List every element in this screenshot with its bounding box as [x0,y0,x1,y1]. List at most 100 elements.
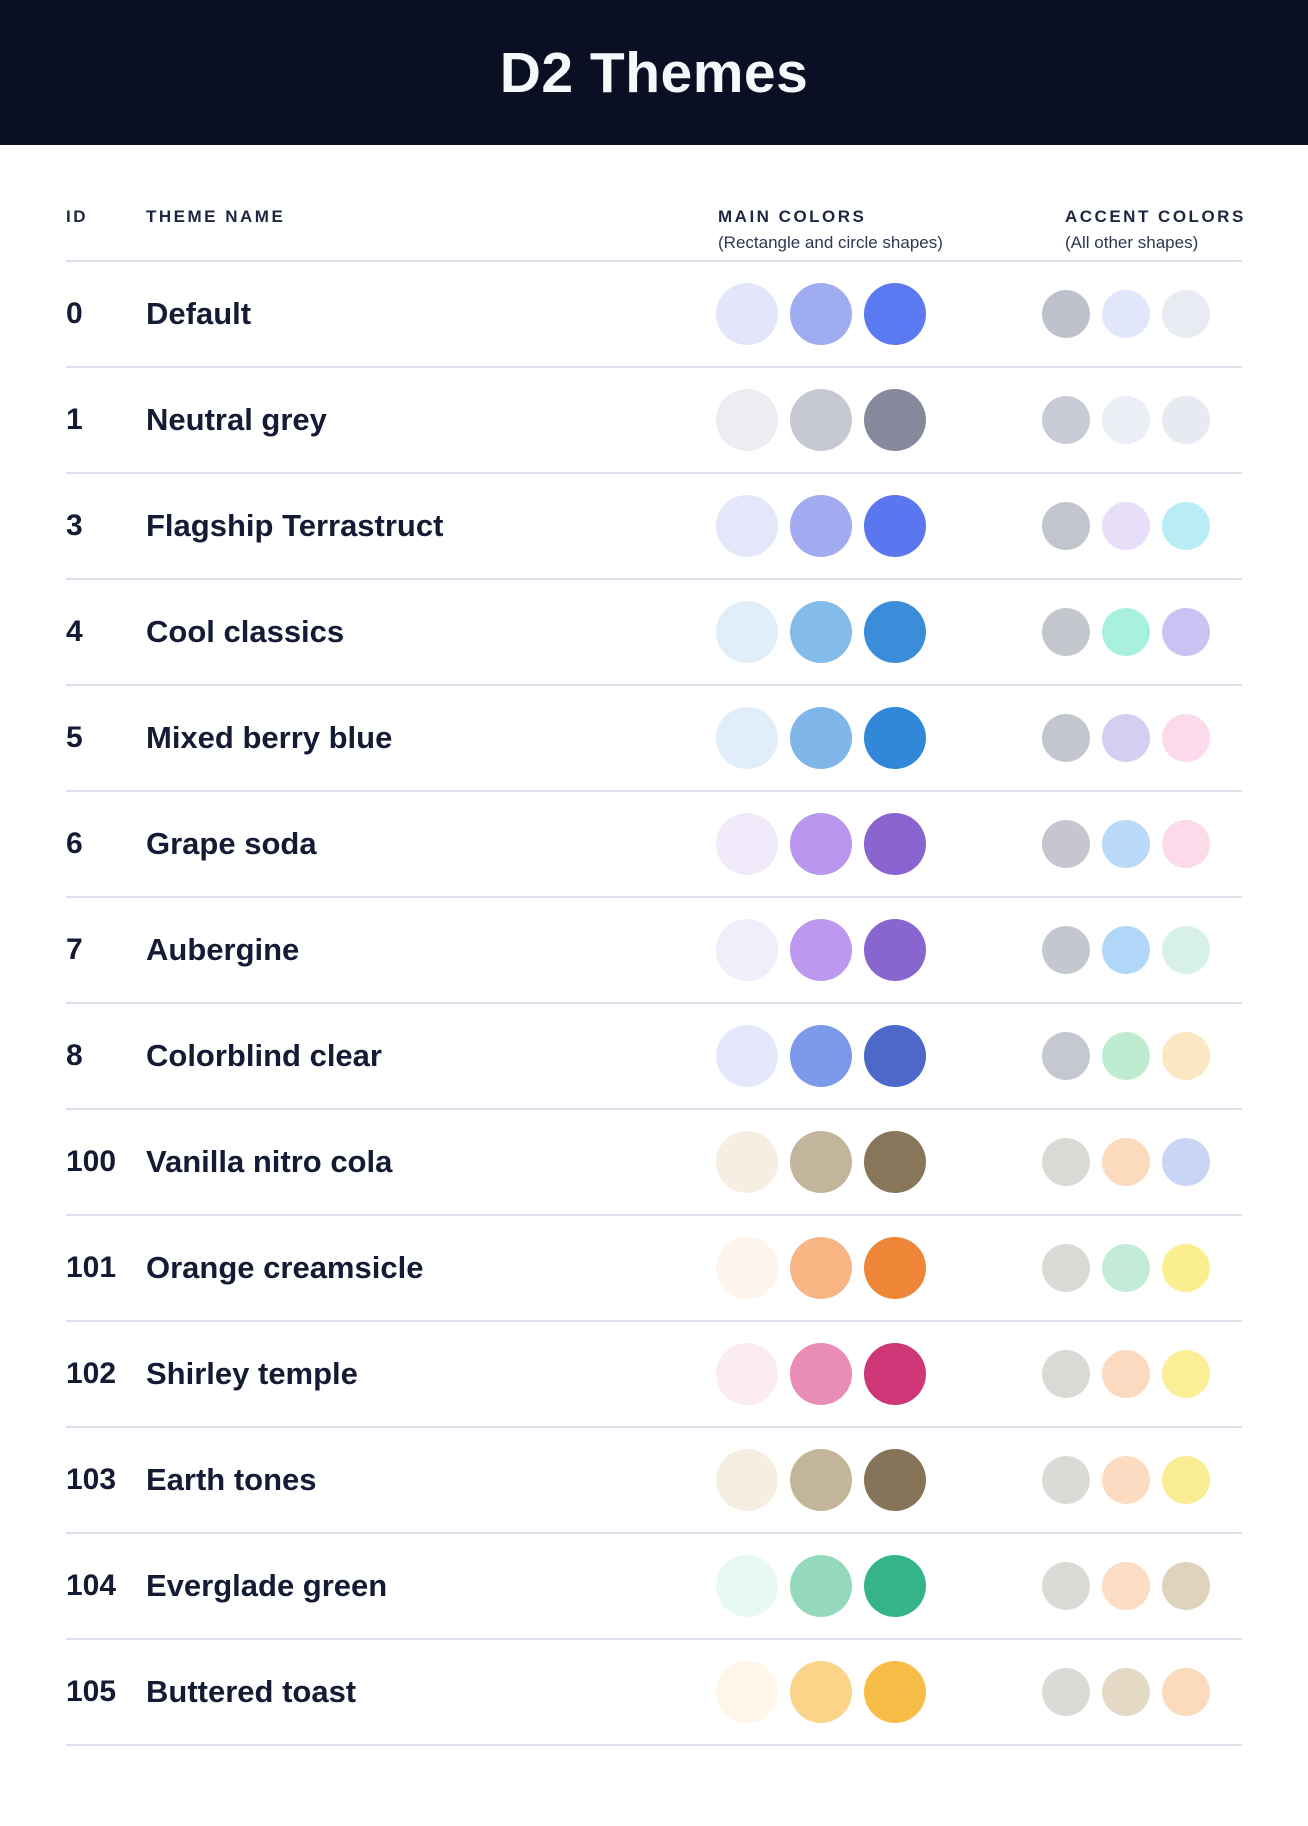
color-swatch [1162,608,1210,656]
color-swatch [716,1025,778,1087]
accent-color-swatches [1042,1004,1210,1108]
color-swatch [790,1661,852,1723]
column-header-accent-colors: ACCENT COLORS [1065,207,1246,226]
color-swatch [1042,1562,1090,1610]
color-swatch [864,813,926,875]
table-row: 1 Neutral grey [66,368,1242,474]
theme-id: 8 [66,1039,83,1072]
color-swatch [864,283,926,345]
color-swatch [1162,396,1210,444]
table-row: 7 Aubergine [66,898,1242,1004]
table-row: 101 Orange creamsicle [66,1216,1242,1322]
color-swatch [790,1555,852,1617]
color-swatch [864,495,926,557]
color-swatch [1162,502,1210,550]
color-swatch [716,1555,778,1617]
main-color-swatches [716,792,926,896]
theme-id: 6 [66,827,83,860]
color-swatch [716,495,778,557]
table-row: 3 Flagship Terrastruct [66,474,1242,580]
main-color-swatches [716,1004,926,1108]
main-color-swatches [716,1640,926,1744]
color-swatch [1102,926,1150,974]
color-swatch [864,707,926,769]
column-subheader-main-colors: (Rectangle and circle shapes) [718,233,943,252]
color-swatch [1102,1244,1150,1292]
color-swatch [864,1343,926,1405]
theme-name: Flagship Terrastruct [146,508,444,543]
theme-name: Grape soda [146,826,317,861]
column-header-id: ID [66,207,88,226]
color-swatch [716,707,778,769]
main-color-swatches [716,898,926,1002]
table-row: 100 Vanilla nitro cola [66,1110,1242,1216]
color-swatch [1042,608,1090,656]
color-swatch [790,919,852,981]
theme-name: Mixed berry blue [146,720,393,755]
color-swatch [1162,820,1210,868]
theme-id: 100 [66,1145,117,1178]
color-swatch [864,601,926,663]
accent-color-swatches [1042,1534,1210,1638]
color-swatch [1162,1668,1210,1716]
theme-name: Shirley temple [146,1356,358,1391]
theme-id: 3 [66,509,83,542]
column-subheader-accent-colors: (All other shapes) [1065,233,1199,252]
column-header-main-colors: MAIN COLORS [718,207,867,226]
page-header: D2 Themes [0,0,1308,145]
table-column-headers: ID THEME NAME MAIN COLORS (Rectangle and… [66,145,1243,260]
theme-id: 0 [66,297,83,330]
color-swatch [716,1237,778,1299]
color-swatch [790,1343,852,1405]
accent-color-swatches [1042,1322,1210,1426]
color-swatch [1102,1350,1150,1398]
color-swatch [864,1449,926,1511]
color-swatch [790,1131,852,1193]
color-swatch [1162,714,1210,762]
accent-color-swatches [1042,1640,1210,1744]
theme-id: 102 [66,1357,117,1390]
column-header-theme-name: THEME NAME [146,207,286,226]
color-swatch [716,813,778,875]
main-color-swatches [716,1428,926,1532]
main-color-swatches [716,262,926,366]
color-swatch [790,1237,852,1299]
table-row: 105 Buttered toast [66,1640,1242,1746]
color-swatch [864,919,926,981]
color-swatch [716,1661,778,1723]
color-swatch [790,495,852,557]
color-swatch [1162,1456,1210,1504]
main-color-swatches [716,368,926,472]
accent-color-swatches [1042,1110,1210,1214]
color-swatch [716,1449,778,1511]
table-row: 6 Grape soda [66,792,1242,898]
color-swatch [864,1237,926,1299]
accent-color-swatches [1042,368,1210,472]
color-swatch [790,389,852,451]
color-swatch [1162,1032,1210,1080]
color-swatch [1162,1562,1210,1610]
accent-color-swatches [1042,262,1210,366]
color-swatch [1042,820,1090,868]
main-color-swatches [716,1534,926,1638]
color-swatch [1162,1350,1210,1398]
color-swatch [1102,714,1150,762]
color-swatch [790,283,852,345]
main-color-swatches [716,686,926,790]
theme-name: Neutral grey [146,402,327,437]
main-color-swatches [716,1216,926,1320]
page-title: D2 Themes [499,40,809,105]
table-row: 0 Default [66,262,1242,368]
theme-id: 101 [66,1251,117,1284]
color-swatch [716,601,778,663]
accent-color-swatches [1042,686,1210,790]
color-swatch [1042,1032,1090,1080]
theme-id: 7 [66,933,83,966]
table-row: 4 Cool classics [66,580,1242,686]
color-swatch [1042,714,1090,762]
color-swatch [1102,1032,1150,1080]
accent-color-swatches [1042,1216,1210,1320]
accent-color-swatches [1042,898,1210,1002]
theme-id: 104 [66,1569,117,1602]
theme-id: 4 [66,615,83,648]
